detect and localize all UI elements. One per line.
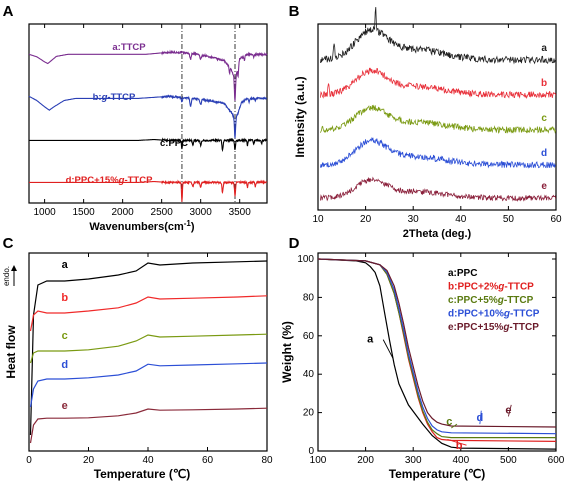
y-tick-label: 20: [303, 408, 315, 419]
x-tick-label: 2000: [112, 207, 135, 218]
panel-a-letter: A: [3, 3, 14, 20]
series-label: c: [541, 113, 547, 124]
series-label: e: [541, 181, 547, 192]
y-axis-title: Heat flow: [4, 325, 18, 379]
x-tick-label: 0: [26, 455, 32, 466]
series-line: [320, 67, 557, 99]
series-label: e: [62, 400, 68, 412]
endo-arrow-head: [11, 265, 17, 271]
x-tick-label: 1000: [33, 207, 56, 218]
legend-entry: e:PPC+15%g-TTCP: [448, 322, 539, 333]
series-line: [29, 179, 268, 202]
y-tick-label: 80: [303, 292, 315, 303]
x-axis-title: Wavenumbers(cm-1): [89, 219, 194, 233]
x-tick-label: 300: [405, 455, 422, 466]
series-line: [320, 136, 556, 169]
x-tick-label: 2500: [151, 207, 174, 218]
series-line: [29, 362, 268, 408]
x-axis-title: Temperature (℃): [94, 467, 191, 481]
series-label: a: [541, 43, 547, 54]
annotation-label: a: [367, 334, 374, 346]
annotation-leader: [507, 404, 512, 417]
x-tick-label: 500: [500, 455, 517, 466]
annotation-label: d: [476, 412, 483, 424]
y-axis-title: Intensity (a.u.): [293, 76, 307, 157]
panel-d-letter: D: [289, 235, 300, 252]
panel-d-frame: [317, 252, 557, 452]
panel-b: B 10 20 30 40 50 60 a b c d e 2Theta (deg.) Intensity…: [289, 3, 562, 240]
x-tick-label: 400: [452, 455, 469, 466]
series-label: b:g-TTCP: [93, 92, 136, 103]
legend-entry: d:PPC+10%g-TTCP: [448, 309, 540, 320]
legend-entry: a:PPC: [448, 268, 477, 279]
x-tick-label: 3000: [190, 207, 213, 218]
series-line: [317, 258, 557, 435]
series-label: c: [62, 330, 68, 342]
x-tick-label: 40: [455, 214, 467, 225]
legend-entry: c:PPC+5%g-TTCP: [448, 295, 534, 306]
panel-b-frame: [317, 23, 557, 211]
x-tick-label: 80: [261, 455, 273, 466]
x-tick-label: 10: [312, 214, 324, 225]
annotation-leader: [451, 423, 458, 429]
series-line: [320, 176, 557, 202]
series-label: a:TTCP: [112, 42, 146, 53]
series-line: [317, 258, 556, 439]
series-label: b: [61, 292, 68, 304]
x-axis-title: 2Theta (deg.): [403, 228, 472, 240]
annotation-label: b: [456, 440, 463, 452]
x-tick-label: 1500: [72, 207, 95, 218]
x-tick-label: 200: [357, 455, 374, 466]
series-line: [320, 104, 557, 134]
y-tick-label: 40: [303, 369, 315, 380]
annotation-leader: [447, 439, 467, 446]
y-tick-label: 0: [308, 446, 314, 457]
endo-label: endo.: [2, 266, 11, 286]
series-line: [317, 258, 557, 450]
legend-entry: b:PPC+2%g-TTCP: [448, 282, 534, 293]
x-tick-label: 60: [202, 455, 214, 466]
series-label: a: [62, 259, 69, 271]
y-tick-label: 100: [297, 254, 314, 265]
annotation-leader: [479, 410, 482, 425]
x-tick-label: 40: [142, 455, 154, 466]
y-axis-title: Weight (%): [280, 321, 294, 383]
panel-c: C 0 20 40 60 80 endo. a b c d e Temperature (℃) Heat …: [2, 235, 273, 481]
series-line: [317, 258, 557, 428]
panel-a: A 1000 1500 2000 2500 3000 3500 a:TTCP b:g-TTCP c…: [3, 3, 268, 233]
x-tick-label: 30: [408, 214, 420, 225]
panel-c-letter: C: [3, 235, 14, 252]
series-line: [29, 333, 268, 364]
x-tick-label: 100: [310, 455, 327, 466]
series-label: d: [541, 148, 547, 159]
x-tick-label: 600: [548, 455, 565, 466]
series-label: d:PPC+15%g-TTCP: [66, 175, 154, 186]
series-line: [29, 407, 268, 444]
x-axis-title: Temperature (℃): [389, 467, 486, 481]
panel-d: D 100 200 300 400 500 600 0 20 40 60 80 100 a:PPC b:PP…: [280, 235, 565, 481]
x-tick-label: 20: [83, 455, 95, 466]
series-line: [320, 7, 556, 65]
annotation-label: e: [505, 404, 511, 416]
series-line: [29, 260, 268, 436]
panel-b-letter: B: [289, 3, 300, 20]
annotation-label: c: [446, 416, 452, 428]
series-label: c:PPC: [160, 138, 188, 149]
series-line: [28, 49, 268, 101]
x-tick-label: 3500: [229, 207, 252, 218]
y-tick-label: 60: [303, 331, 315, 342]
annotation-leader: [382, 339, 394, 360]
x-tick-label: 60: [550, 214, 562, 225]
series-line: [29, 295, 268, 332]
panel-c-frame: [28, 252, 268, 452]
x-tick-label: 50: [503, 214, 515, 225]
series-label: b: [541, 78, 547, 89]
x-tick-label: 20: [360, 214, 372, 225]
series-line: [28, 94, 267, 139]
panel-a-frame: [28, 23, 268, 204]
series-label: d: [61, 359, 68, 371]
series-line: [29, 137, 268, 153]
